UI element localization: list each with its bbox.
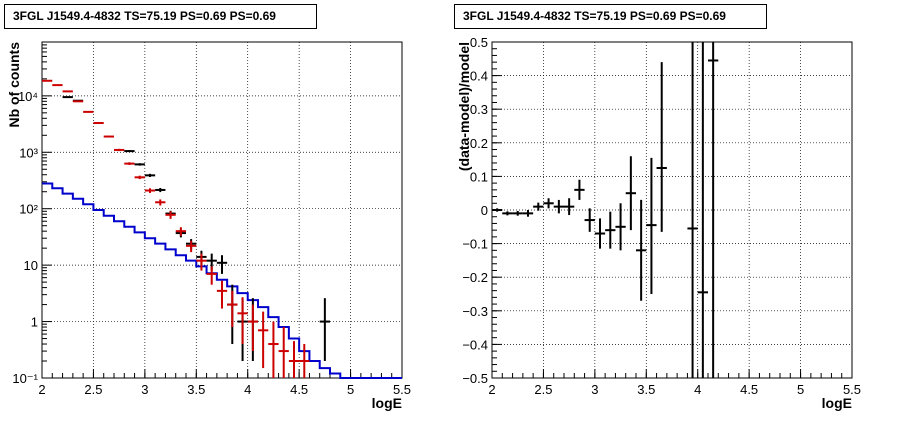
left-model-point	[206, 266, 217, 285]
left-model-point	[299, 344, 310, 378]
left-data-point	[124, 150, 135, 153]
right-residual-point	[574, 179, 585, 200]
left-y-axis-title: Nb of counts	[6, 42, 22, 128]
right-x-tick-label: 3	[591, 382, 598, 397]
left-model-point	[196, 253, 207, 271]
left-data-point	[134, 163, 145, 166]
right-chart-title: 3FGL J1549.4-4832 TS=75.19 PS=0.69 PS=0.…	[463, 9, 726, 23]
left-model-point	[114, 148, 125, 152]
right-y-tick-label: −0.1	[462, 237, 488, 252]
right-x-tick-label: 5	[797, 382, 804, 397]
right-y-tick-label: 0.2	[470, 136, 488, 151]
left-x-tick-label: 2	[38, 382, 45, 397]
right-y-tick-label: −0.5	[462, 371, 488, 386]
left-x-tick-label: 5	[347, 382, 354, 397]
left-model-point	[42, 79, 53, 82]
left-data-point	[144, 173, 156, 177]
right-y-tick-label: −0.4	[462, 337, 488, 352]
left-model-point	[278, 327, 289, 378]
left-model-point	[247, 304, 258, 352]
left-frame	[41, 41, 403, 379]
left-y-tick-label: 10³	[19, 145, 38, 160]
right-residual-point	[646, 157, 657, 294]
right-residual-point	[584, 208, 595, 232]
left-model-point	[175, 227, 186, 236]
left-y-tick-label: 1	[31, 315, 38, 330]
left-x-tick-label: 3.5	[187, 382, 205, 397]
right-residual-point	[553, 199, 564, 214]
left-model-point	[165, 211, 176, 219]
right-residual-point	[502, 211, 513, 216]
right-grid	[492, 42, 852, 378]
left-model-point	[72, 100, 84, 103]
left-x-axis-title: logE	[372, 395, 402, 411]
left-model-point	[124, 162, 135, 166]
left-model-point	[52, 84, 63, 87]
right-y-tick-label: 0.3	[470, 102, 488, 117]
right-x-tick-label: 5.5	[843, 382, 861, 397]
right-residual-point	[636, 199, 647, 301]
left-y-tick-label: 10⁴	[18, 89, 38, 104]
left-x-tick-label: 4.5	[290, 382, 308, 397]
left-model-point	[237, 297, 248, 345]
right-y-tick-label: −0.3	[462, 304, 488, 319]
left-data-point	[216, 255, 228, 274]
right-residual-point	[656, 62, 667, 232]
right-residual-point	[625, 156, 636, 231]
left-data-point	[62, 96, 73, 99]
left-x-tick-label: 2.5	[84, 382, 102, 397]
right-x-axis-title: logE	[822, 395, 852, 411]
left-y-tick-label: 10	[24, 258, 38, 273]
left-y-tick-label: 10²	[19, 202, 38, 217]
right-x-tick-label: 2	[488, 382, 495, 397]
left-model-point	[83, 110, 94, 113]
right-y-tick-label: 0	[481, 203, 488, 218]
left-model-step-line	[42, 182, 402, 379]
right-residual-point	[605, 211, 616, 249]
right-residual-point	[564, 198, 575, 216]
right-x-tick-label: 2.5	[534, 382, 552, 397]
right-chart-title-box: 3FGL J1549.4-4832 TS=75.19 PS=0.69 PS=0.…	[454, 4, 767, 29]
right-y-tick-label: 0.5	[470, 35, 488, 50]
left-chart-title-box: 3FGL J1549.4-4832 TS=75.19 PS=0.69 PS=0.…	[4, 4, 317, 29]
right-residual-point	[512, 211, 523, 216]
left-x-tick-label: 4	[244, 382, 251, 397]
left-model-point	[227, 290, 238, 328]
left-data-point	[155, 187, 166, 193]
right-residual-point	[687, 42, 698, 378]
left-chart-title: 3FGL J1549.4-4832 TS=75.19 PS=0.69 PS=0.…	[13, 9, 276, 23]
right-y-tick-label: 0.1	[470, 169, 488, 184]
left-model-point	[62, 90, 73, 93]
right-residual-point	[533, 202, 544, 211]
right-residual-point	[594, 218, 606, 249]
left-model-point	[268, 321, 279, 378]
left-model-point	[103, 135, 114, 138]
left-model-point	[93, 122, 104, 125]
left-data-point	[319, 298, 330, 362]
left-model-point	[288, 341, 300, 378]
right-residual-point	[522, 210, 534, 217]
left-model-point	[155, 199, 166, 206]
right-x-tick-label: 3.5	[637, 382, 655, 397]
right-x-tick-label: 4.5	[740, 382, 758, 397]
left-y-tick-label: 10⁻¹	[12, 371, 38, 386]
right-y-axis-title: (data-model)/model	[456, 42, 472, 171]
right-residual-point	[615, 203, 626, 251]
right-residual-point	[492, 208, 503, 212]
right-x-tick-label: 4	[694, 382, 701, 397]
left-model-point	[216, 280, 228, 309]
right-residual-point	[708, 42, 719, 378]
right-residual-point	[697, 42, 708, 378]
left-x-tick-label: 5.5	[393, 382, 411, 397]
left-model-point	[134, 175, 145, 180]
right-y-tick-label: 0.4	[470, 69, 488, 84]
left-x-tick-label: 3	[141, 382, 148, 397]
left-model-point	[144, 188, 156, 193]
right-residual-point	[543, 198, 554, 209]
left-model-point	[258, 311, 269, 369]
right-y-tick-label: −0.2	[462, 270, 488, 285]
left-model-point	[186, 240, 197, 253]
